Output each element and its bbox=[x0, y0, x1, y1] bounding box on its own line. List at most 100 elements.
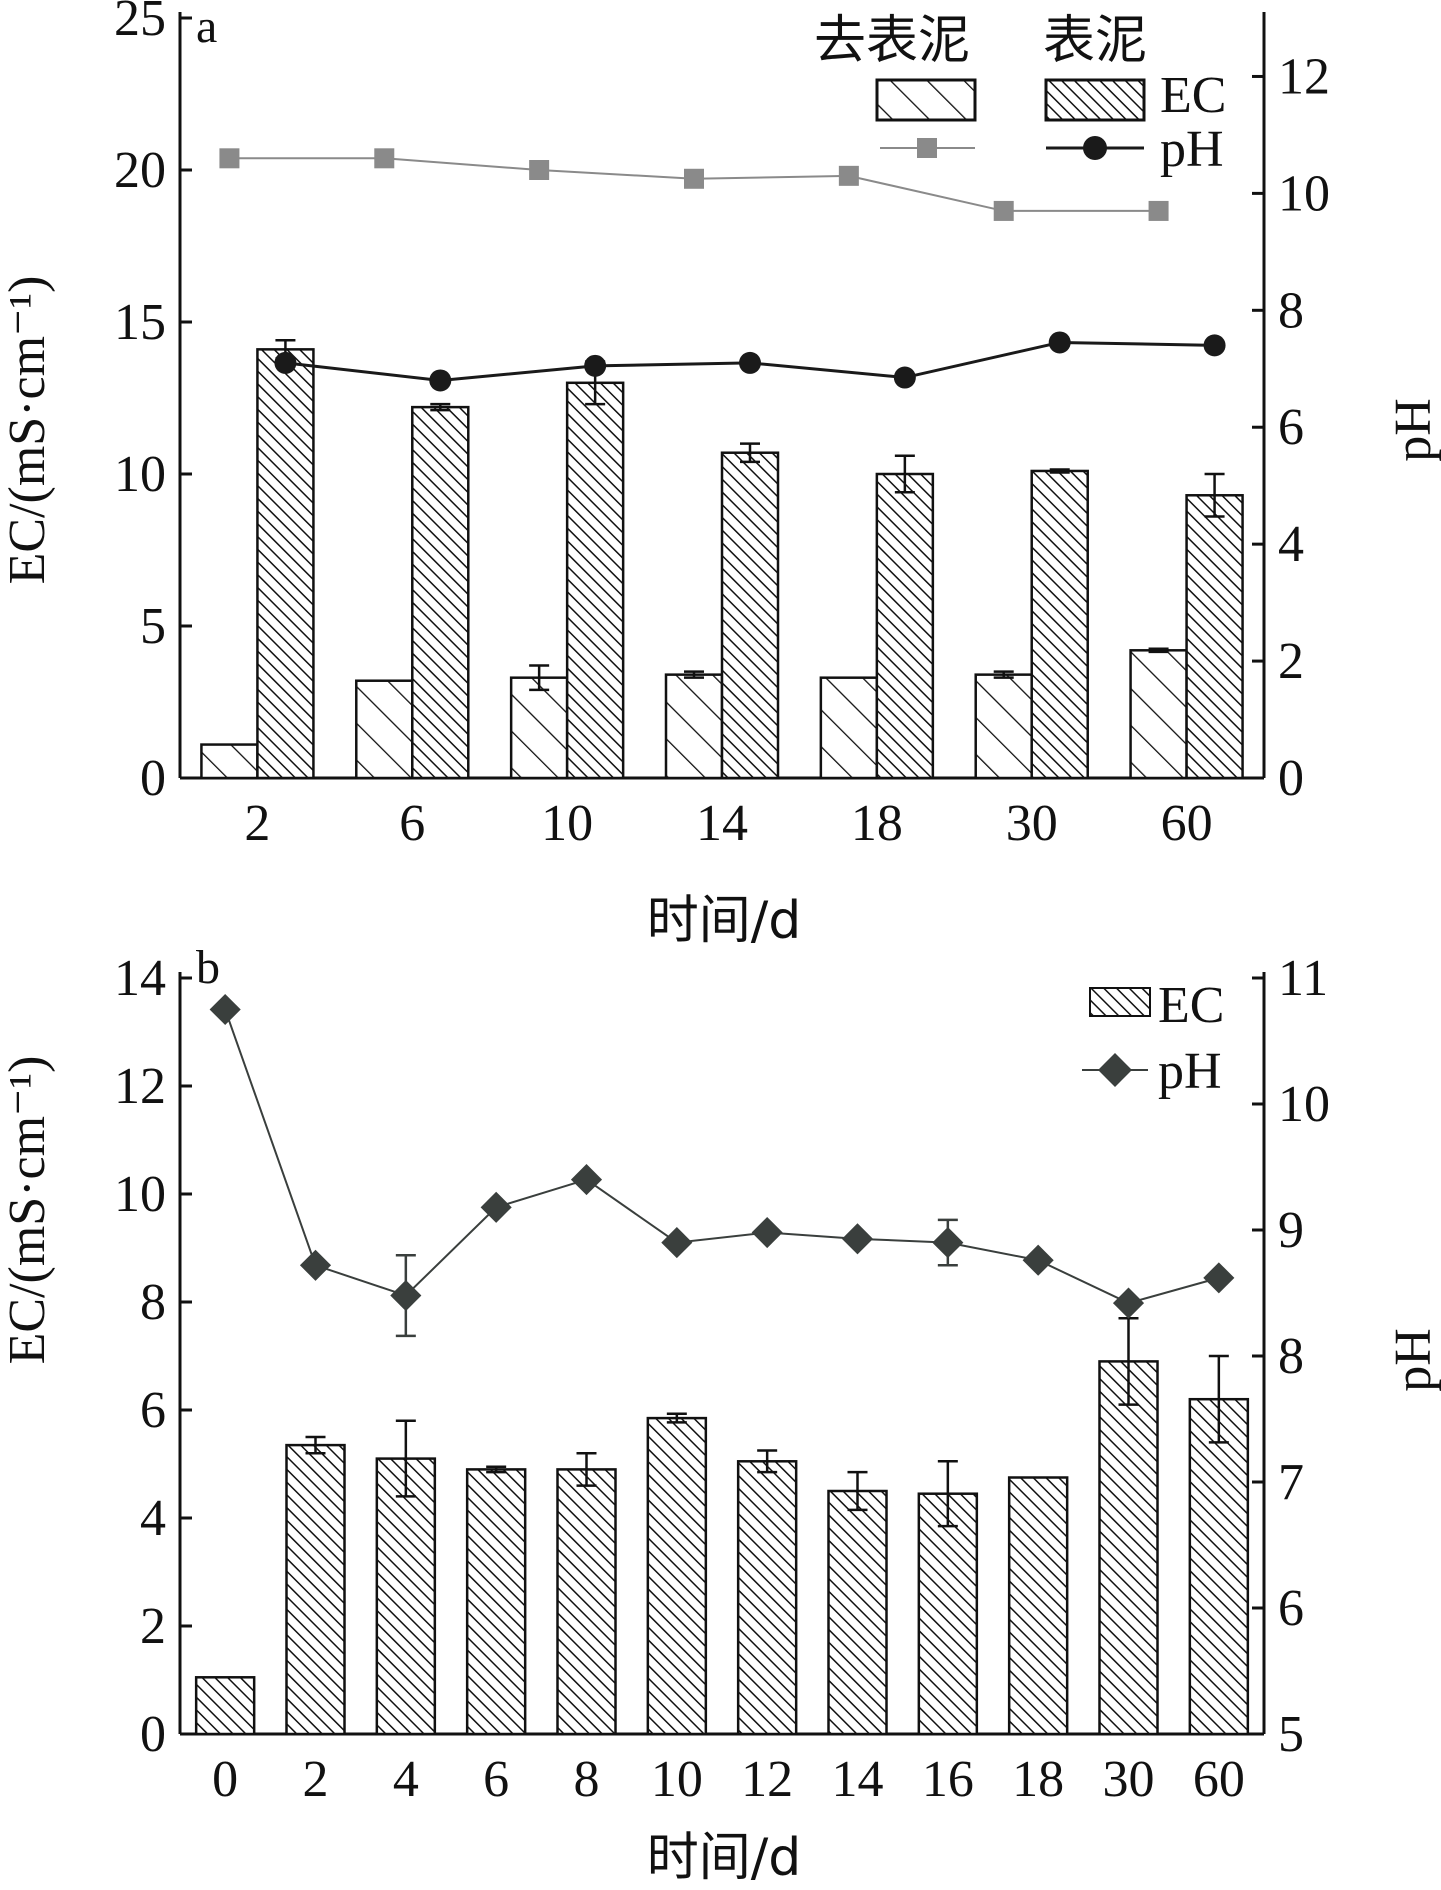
legend-swatch-ec bbox=[1089, 987, 1151, 1017]
y2-tick-label: 8 bbox=[1278, 282, 1304, 339]
x-tick-label: 30 bbox=[1103, 1751, 1155, 1808]
legend-marker-removed-crust-ph bbox=[917, 138, 937, 158]
y2-tick-label: 4 bbox=[1278, 516, 1304, 573]
ph-point bbox=[661, 1227, 693, 1259]
ec-bar bbox=[1098, 1360, 1159, 1736]
panel-b-bars bbox=[194, 1316, 1250, 1736]
legend-swatch-removed-crust-ec bbox=[875, 78, 977, 122]
x-tick-label: 2 bbox=[244, 795, 270, 852]
ec-bar bbox=[1188, 1397, 1250, 1736]
y2-tick-label: 9 bbox=[1278, 1202, 1304, 1259]
ph-point bbox=[1048, 331, 1071, 354]
legend-label-ec: EC bbox=[1160, 67, 1226, 124]
ec-bar bbox=[1030, 469, 1089, 780]
ec-bar bbox=[465, 1468, 527, 1736]
ph-point bbox=[993, 200, 1014, 221]
ec-bar bbox=[509, 676, 569, 780]
ec-bar bbox=[646, 1416, 708, 1736]
panel-a-bars bbox=[200, 338, 1244, 780]
x-tick-label: 6 bbox=[483, 1751, 509, 1808]
ph-point bbox=[751, 1216, 783, 1249]
panel-a-letter: a bbox=[196, 0, 217, 53]
y2-tick-label: 8 bbox=[1278, 1328, 1304, 1385]
ec-bar bbox=[1185, 494, 1244, 780]
ph-point bbox=[219, 148, 240, 169]
ec-bar bbox=[720, 451, 780, 780]
ph-point bbox=[893, 366, 916, 389]
legend-header-crust: 表泥 bbox=[1043, 11, 1147, 71]
y-tick-label: 12 bbox=[114, 1058, 166, 1115]
ec-bar bbox=[875, 472, 935, 780]
ec-bar bbox=[194, 1676, 256, 1736]
x-tick-label: 8 bbox=[574, 1751, 600, 1808]
legend-label-ec: EC bbox=[1158, 977, 1224, 1034]
x-tick-label: 10 bbox=[541, 795, 593, 852]
y-tick-label: 14 bbox=[114, 950, 166, 1007]
x-tick-label: 12 bbox=[741, 1751, 793, 1808]
panel-a-legend: 去表泥 表泥 EC pH bbox=[814, 11, 1226, 178]
y-tick-label: 6 bbox=[140, 1382, 166, 1439]
y-tick-label: 10 bbox=[114, 1166, 166, 1223]
y2-tick-label: 5 bbox=[1278, 1706, 1304, 1763]
ec-bar bbox=[565, 381, 625, 780]
x-tick-label: 14 bbox=[696, 795, 748, 852]
y-tick-label: 25 bbox=[114, 0, 166, 47]
x-tick-label: 16 bbox=[922, 1751, 974, 1808]
x-tick-label: 30 bbox=[1006, 795, 1058, 852]
y-tick-label: 0 bbox=[140, 750, 166, 807]
ph-point bbox=[841, 1223, 874, 1255]
ph-point bbox=[390, 1279, 422, 1312]
ec-bar bbox=[355, 679, 414, 780]
y-tick-label: 10 bbox=[114, 446, 166, 503]
ec-bar bbox=[556, 1468, 617, 1736]
panel-a: 0 5 10 15 20 25 0 2 4 6 8 10 12 2 6 10 14 18 30 60 a 时间/d E… bbox=[0, 0, 1441, 951]
y-tick-label: 2 bbox=[140, 1598, 166, 1655]
panel-a-y-axis-title: EC/(mS·cm⁻¹) bbox=[0, 276, 56, 585]
ec-bar bbox=[375, 1457, 437, 1736]
y2-tick-label: 2 bbox=[1278, 633, 1304, 690]
panel-b-x-axis-title: 时间/d bbox=[647, 1828, 802, 1888]
panel-a-y2-axis-title: pH bbox=[1385, 398, 1441, 462]
x-tick-label: 6 bbox=[399, 795, 425, 852]
ph-point bbox=[570, 1164, 603, 1196]
legend-header-removed-crust: 去表泥 bbox=[814, 11, 970, 71]
panel-b-y-axis-title: EC/(mS·cm⁻¹) bbox=[0, 1056, 56, 1365]
y2-tick-label: 0 bbox=[1278, 750, 1304, 807]
y-tick-label: 0 bbox=[140, 1706, 166, 1763]
x-tick-label: 14 bbox=[832, 1751, 884, 1808]
y2-tick-label: 10 bbox=[1278, 1076, 1330, 1133]
ph-point bbox=[739, 351, 761, 374]
x-tick-label: 60 bbox=[1193, 1751, 1245, 1808]
ec-bar bbox=[285, 1443, 346, 1736]
y2-tick-label: 12 bbox=[1278, 48, 1330, 105]
ec-bar bbox=[411, 405, 470, 780]
panel-b-legend: EC pH bbox=[1082, 977, 1224, 1100]
ph-point bbox=[1112, 1287, 1145, 1319]
ph-point bbox=[838, 165, 859, 186]
y-tick-label: 20 bbox=[114, 142, 166, 199]
y2-tick-label: 7 bbox=[1278, 1454, 1304, 1511]
ph-point bbox=[299, 1249, 332, 1281]
panel-a-tick-labels: 0 5 10 15 20 25 0 2 4 6 8 10 12 2 6 10 14 18 30 60 bbox=[114, 0, 1330, 852]
x-tick-label: 4 bbox=[393, 1751, 419, 1808]
x-tick-label: 60 bbox=[1161, 795, 1213, 852]
legend-label-ph: pH bbox=[1160, 121, 1224, 178]
panel-b-y2-axis-title: pH bbox=[1385, 1328, 1441, 1392]
x-tick-label: 10 bbox=[651, 1751, 703, 1808]
legend-marker-crust-ph bbox=[1083, 136, 1107, 160]
panel-b-tick-labels: 0 2 4 6 8 10 12 14 5 6 7 8 9 10 11 0 2 4 6 8 10 12 14 16 18 30 60 bbox=[114, 950, 1330, 1808]
ec-bar bbox=[256, 348, 315, 780]
y-tick-label: 5 bbox=[140, 598, 166, 655]
legend-marker-ph bbox=[1098, 1053, 1132, 1087]
ph-point bbox=[529, 160, 550, 180]
y2-tick-label: 6 bbox=[1278, 399, 1304, 456]
panel-b-axes bbox=[178, 972, 1266, 1736]
y-tick-label: 4 bbox=[140, 1490, 166, 1547]
ec-bar bbox=[1007, 1476, 1069, 1736]
panel-b-ph-line bbox=[209, 993, 1235, 1338]
x-tick-label: 18 bbox=[851, 795, 903, 852]
panel-b-letter: b bbox=[196, 941, 220, 994]
ph-point bbox=[1203, 1262, 1235, 1294]
